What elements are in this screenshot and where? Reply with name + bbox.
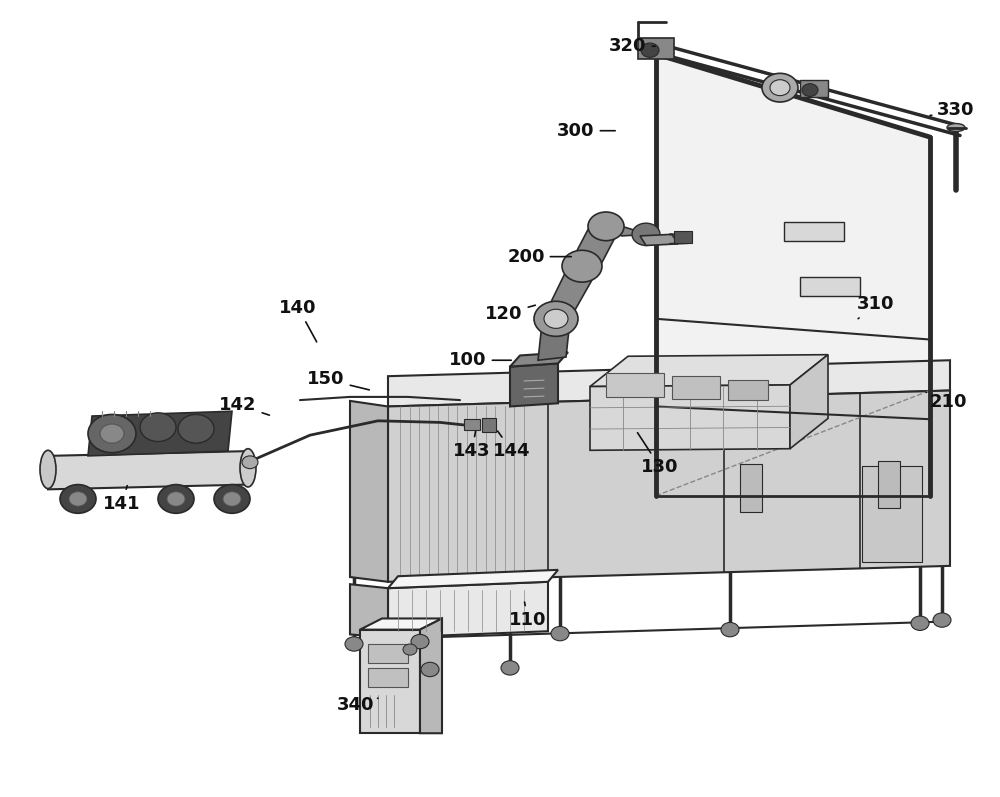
Text: 200: 200: [507, 248, 571, 265]
Ellipse shape: [240, 449, 256, 487]
Circle shape: [721, 622, 739, 637]
Circle shape: [167, 492, 185, 506]
Circle shape: [100, 424, 124, 443]
Circle shape: [88, 414, 136, 453]
Polygon shape: [538, 320, 570, 360]
Text: 143: 143: [453, 431, 491, 460]
Polygon shape: [88, 411, 232, 456]
Text: 144: 144: [493, 431, 531, 460]
Polygon shape: [542, 263, 598, 320]
Circle shape: [223, 492, 241, 506]
Bar: [800, 277, 860, 296]
Text: 340: 340: [337, 696, 378, 713]
Polygon shape: [598, 226, 648, 236]
Polygon shape: [360, 618, 442, 630]
Circle shape: [632, 223, 660, 245]
Polygon shape: [48, 451, 248, 489]
Bar: [728, 380, 768, 400]
Circle shape: [770, 80, 790, 96]
Bar: [638, 38, 674, 59]
Text: 300: 300: [557, 122, 615, 139]
Polygon shape: [350, 401, 388, 582]
Circle shape: [911, 616, 929, 630]
Circle shape: [802, 84, 818, 96]
Circle shape: [69, 492, 87, 506]
Text: 140: 140: [279, 299, 317, 342]
Circle shape: [60, 485, 96, 513]
Circle shape: [562, 250, 602, 282]
Bar: [800, 80, 828, 97]
Text: 320: 320: [609, 37, 655, 55]
Polygon shape: [388, 391, 950, 582]
Text: 210: 210: [926, 392, 967, 410]
Bar: [672, 376, 720, 398]
Circle shape: [411, 634, 429, 649]
Bar: [464, 419, 480, 430]
Polygon shape: [510, 352, 568, 367]
Bar: [784, 222, 844, 241]
Circle shape: [544, 309, 568, 328]
Polygon shape: [388, 360, 950, 406]
Text: 142: 142: [219, 396, 269, 415]
Circle shape: [534, 301, 578, 336]
Bar: [368, 668, 408, 687]
Polygon shape: [388, 582, 548, 638]
Circle shape: [501, 661, 519, 675]
Polygon shape: [420, 618, 442, 733]
Ellipse shape: [947, 124, 965, 132]
Polygon shape: [350, 584, 388, 638]
Bar: [606, 373, 664, 397]
Polygon shape: [568, 228, 620, 268]
Polygon shape: [590, 385, 790, 450]
Bar: [674, 231, 692, 243]
Circle shape: [214, 485, 250, 513]
Text: 330: 330: [930, 101, 975, 119]
Polygon shape: [656, 54, 930, 419]
Polygon shape: [590, 355, 828, 387]
Circle shape: [140, 413, 176, 442]
Bar: [878, 461, 900, 508]
Text: 150: 150: [307, 371, 369, 390]
Polygon shape: [790, 355, 828, 449]
Circle shape: [178, 414, 214, 443]
Circle shape: [421, 662, 439, 677]
Text: 141: 141: [103, 485, 141, 512]
Circle shape: [158, 485, 194, 513]
Circle shape: [403, 644, 417, 655]
Circle shape: [641, 43, 659, 57]
Circle shape: [551, 626, 569, 641]
Text: 110: 110: [509, 602, 547, 629]
Circle shape: [345, 637, 363, 651]
Bar: [862, 466, 922, 562]
Polygon shape: [388, 570, 558, 588]
Circle shape: [242, 456, 258, 469]
Bar: [482, 418, 496, 432]
Ellipse shape: [40, 450, 56, 489]
Circle shape: [933, 613, 951, 627]
Circle shape: [762, 73, 798, 102]
Polygon shape: [510, 363, 558, 406]
Bar: [368, 644, 408, 663]
Text: 130: 130: [638, 433, 679, 476]
Text: 120: 120: [485, 305, 535, 323]
Circle shape: [588, 212, 624, 241]
Text: 310: 310: [857, 296, 895, 319]
Bar: [740, 464, 762, 512]
Polygon shape: [640, 234, 678, 245]
Text: 100: 100: [449, 351, 511, 369]
Polygon shape: [360, 630, 420, 733]
